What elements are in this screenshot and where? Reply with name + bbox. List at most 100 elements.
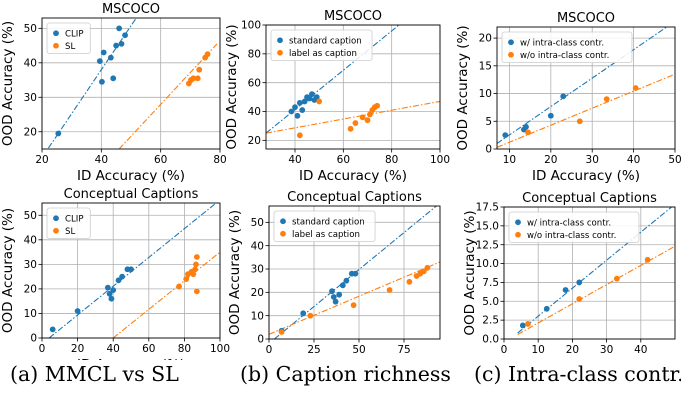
x-tick-label: 30 (600, 344, 613, 356)
legend-label-series-1: standard caption (289, 36, 362, 46)
x-tick-label: 20 (71, 343, 84, 355)
y-tick-label: 20 (479, 33, 492, 45)
fit-line-series-2 (266, 100, 440, 134)
data-point-series-1-4 (296, 99, 303, 106)
data-point-series-1-1 (519, 322, 526, 329)
x-tick-label: 40 (288, 154, 301, 166)
x-tick-label: 50 (352, 344, 365, 356)
data-point-series-1-9 (118, 40, 125, 47)
x-axis-label: ID Accuracy (%) (299, 168, 407, 184)
data-point-series-2-4 (352, 120, 359, 126)
data-point-series-2-3 (603, 96, 610, 102)
x-tick-label: 60 (337, 154, 350, 166)
caption-b: (b) Caption richness (240, 362, 451, 386)
data-point-series-2-1 (525, 321, 531, 327)
data-point-series-1-11 (313, 94, 320, 100)
data-point-series-2-8 (420, 268, 427, 275)
legend-marker-series-1 (277, 37, 283, 44)
x-tick-label: 30 (586, 154, 599, 166)
legend-box (273, 210, 376, 243)
x-tick-label: 20 (544, 154, 557, 166)
data-point-series-1-8 (119, 273, 125, 280)
legend-label-series-2: w/o intra-class contr. (527, 231, 616, 241)
data-point-series-1-6 (301, 98, 308, 105)
data-point-series-1-7 (115, 277, 122, 284)
plot-frame (503, 206, 676, 340)
chart-panel-5: 0 25 50 75 0 10 20 30 40 50 Conceptual Captions ID … (227, 190, 441, 360)
data-point-series-1-6 (110, 75, 117, 82)
data-point-series-1-5 (108, 295, 115, 302)
data-point-series-1-9 (309, 91, 315, 98)
y-tick-label: 50 (24, 210, 37, 222)
y-tick-label: 30 (24, 259, 37, 271)
data-point-series-1-3 (294, 112, 301, 119)
chart-panel-4: 0 20 40 60 80 100 0 10 20 30 40 50 Conceptual Captio… (0, 187, 230, 360)
plot-area (47, 18, 218, 149)
legend-marker-series-1 (508, 39, 514, 46)
data-point-series-2-4 (386, 287, 393, 293)
data-point-series-1-3 (104, 284, 111, 291)
data-point-series-2-1 (176, 283, 182, 290)
figure: 20 40 60 80 20 30 40 50 MSCOCO ID Accuracy (%) OOD… (0, 2, 681, 360)
data-point-series-1-1 (288, 108, 295, 115)
fit-line-series-2 (112, 251, 220, 338)
data-point-series-2-2 (307, 312, 314, 319)
y-tick-label: 10.0 (476, 258, 499, 270)
y-tick-label: 0.0 (482, 334, 499, 346)
x-tick-label: 40 (95, 154, 108, 166)
plot-area (48, 203, 220, 338)
legend-label-series-1: CLIP (65, 29, 84, 39)
y-tick-label: 60 (248, 77, 261, 89)
y-tick-label: 20 (24, 284, 37, 296)
legend: w/ intra-class contr. w/o intra-class con… (508, 211, 640, 244)
x-tick-label: 20 (35, 154, 48, 166)
y-tick-label: 30 (251, 264, 264, 276)
legend-marker-series-1 (53, 30, 59, 37)
chart-title: Conceptual Captions (64, 187, 199, 202)
legend: CLIP SL (46, 22, 91, 55)
data-point-series-1-4 (576, 279, 583, 286)
x-tick-label: 0 (266, 344, 273, 356)
x-tick-label: 0 (39, 343, 46, 355)
y-tick-label: 40 (24, 57, 37, 69)
chart-panel-1: 20 40 60 80 20 30 40 50 MSCOCO ID Accuracy (%) OOD… (0, 2, 227, 184)
data-point-series-1-4 (330, 294, 337, 300)
legend-label-series-2: SL (65, 227, 75, 237)
plot-frame (41, 17, 221, 150)
data-point-series-1-8 (343, 277, 350, 284)
x-axis-label: ID Accuracy (%) (536, 358, 644, 360)
data-point-series-1-2 (74, 308, 81, 314)
x-tick-label: 20 (566, 344, 579, 356)
y-axis-label: OOD Accuracy (%) (455, 25, 471, 150)
y-tick-label: 40 (251, 240, 264, 252)
legend-label-series-2: w/o intra-class contr. (520, 51, 609, 61)
data-point-series-1-10 (128, 266, 134, 273)
y-tick-label: 30 (24, 92, 37, 104)
legend-label-series-2: label as caption (289, 49, 357, 59)
data-point-series-1-6 (336, 291, 343, 298)
legend-box (501, 31, 633, 64)
y-tick-label: 100 (241, 20, 261, 32)
fit-line-series-2 (497, 73, 675, 148)
y-tick-label: 15.0 (476, 220, 499, 232)
y-tick-label: 40 (24, 234, 37, 246)
y-tick-label: 80 (248, 48, 261, 60)
data-point-series-2-7 (367, 111, 373, 118)
data-point-series-1-1 (502, 132, 509, 139)
y-tick-label: 0 (485, 144, 492, 156)
x-tick-label: 80 (385, 154, 398, 166)
data-point-series-1-3 (329, 288, 335, 295)
legend-marker-series-2 (53, 227, 59, 234)
data-point-series-2-5 (190, 271, 197, 278)
y-tick-label: 20 (248, 135, 261, 147)
y-tick-label: 40 (248, 106, 261, 118)
caption-a: (a) MMCL vs SL (10, 362, 179, 386)
chart-title: MSCOCO (557, 11, 615, 26)
legend-marker-series-1 (515, 219, 521, 226)
x-tick-label: 100 (430, 154, 450, 166)
data-point-series-2-6 (364, 117, 371, 124)
data-point-series-1-2 (96, 58, 103, 64)
plot-area (269, 206, 440, 339)
x-tick-label: 40 (634, 344, 647, 356)
data-point-series-2-7 (196, 66, 203, 73)
